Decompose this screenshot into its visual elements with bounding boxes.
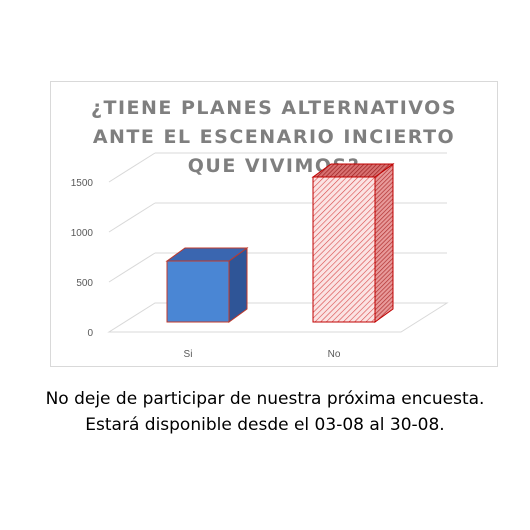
chart-title-line-2: ANTE EL ESCENARIO INCIERTO [92,126,456,148]
chart-title-line-3: QUE VIVIMOS? [187,155,361,177]
footer-line-2: Estará disponible desde el 03-08 al 30-0… [85,415,445,435]
bar-si [166,260,230,323]
y-tick-label-0: 0 [87,328,93,339]
y-tick-label-2: 1000 [71,228,94,239]
bar-no [312,176,376,323]
y-tick-label-1: 500 [76,278,93,289]
chart-frame: ¿TIENE PLANES ALTERNATIVOS ANTE EL ESCEN… [50,81,498,367]
chart-title-line-1: ¿TIENE PLANES ALTERNATIVOS [90,97,458,119]
footer-line-1: No deje de participar de nuestra próxima… [45,389,485,409]
side-gridline-3 [108,152,156,183]
side-gridline-2 [108,202,156,233]
x-tick-label-si: Si [184,349,193,360]
bar-side-no [374,163,394,323]
bar-chart-3d: 0 500 1000 1500 Si No [71,152,449,360]
x-tick-label-no: No [328,349,341,360]
chart-floor [107,302,449,333]
footer-note: No deje de participar de nuestra próxima… [0,386,530,438]
chart-title: ¿TIENE PLANES ALTERNATIVOS ANTE EL ESCEN… [51,94,497,181]
y-tick-label-3: 1500 [71,178,94,189]
side-gridline-1 [108,252,156,283]
